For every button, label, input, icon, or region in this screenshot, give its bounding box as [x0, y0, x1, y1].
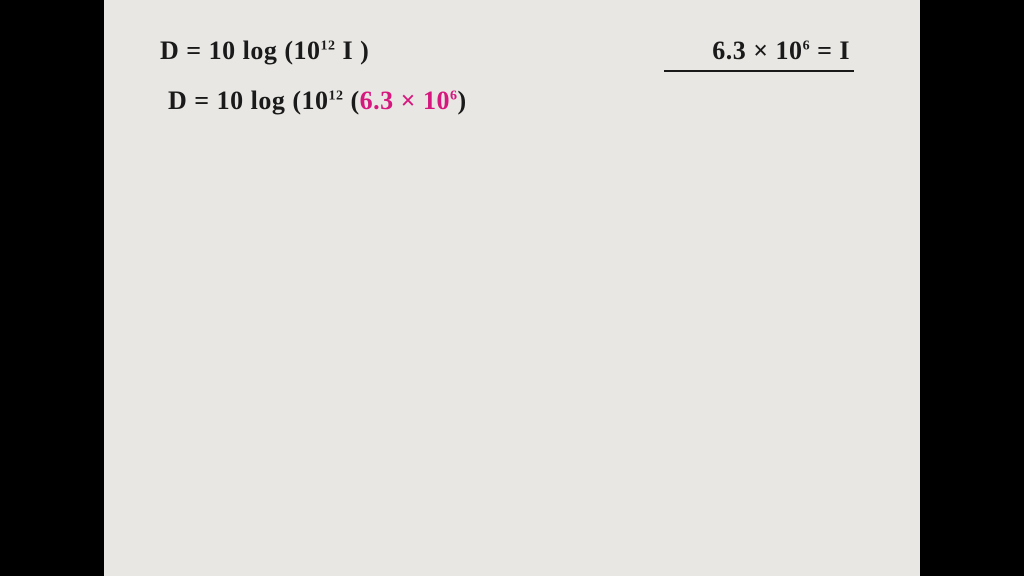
eq2-exponent-1: 12 — [328, 88, 343, 103]
eq2-substituted-value: 6.3 × 10 — [360, 86, 450, 115]
whiteboard-paper: D = 10 log (1012 I ) D = 10 log (1012 (6… — [104, 0, 920, 576]
eq2-suffix: ) — [457, 86, 466, 115]
eq1-suffix: I ) — [335, 36, 369, 65]
eq3-lhs-value: 6.3 × 10 — [712, 36, 802, 65]
eq1-exponent: 12 — [320, 38, 335, 53]
equation-line-3: 6.3 × 106 = I — [712, 36, 850, 66]
eq1-prefix: D = 10 log (10 — [160, 36, 320, 65]
eq3-lhs-exponent: 6 — [803, 38, 811, 53]
eq2-prefix: D = 10 log (10 — [168, 86, 328, 115]
equation-line-1: D = 10 log (1012 I ) — [160, 36, 369, 66]
equation-3-underline — [664, 70, 854, 72]
equation-line-2: D = 10 log (1012 (6.3 × 106) — [168, 86, 467, 116]
eq2-mid: ( — [343, 86, 359, 115]
eq3-rhs: = I — [810, 36, 850, 65]
